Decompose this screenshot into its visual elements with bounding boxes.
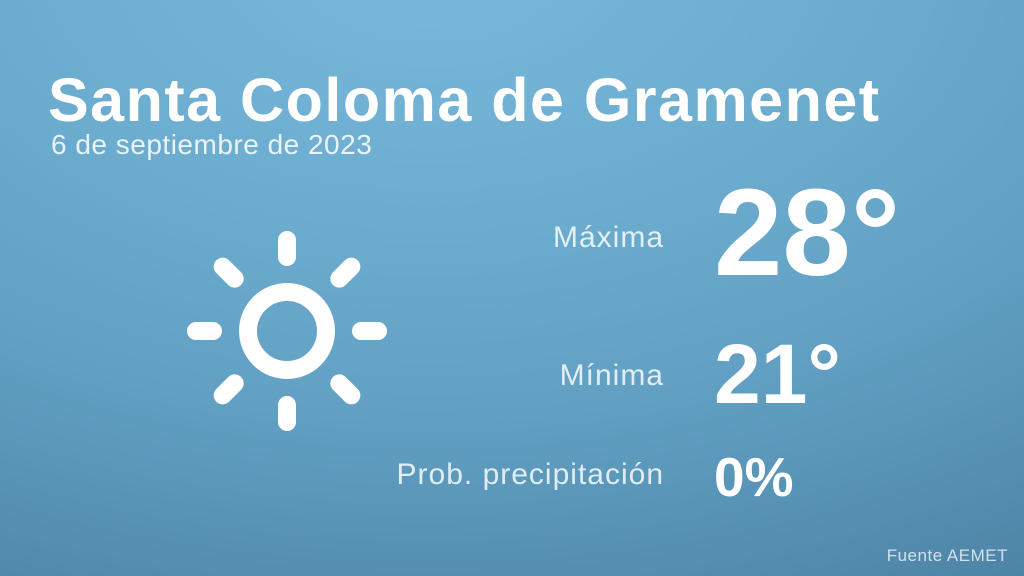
page-title: Santa Coloma de Gramenet bbox=[48, 66, 881, 134]
min-temp-value: 21° bbox=[714, 327, 842, 421]
date-label: 6 de septiembre de 2023 bbox=[51, 129, 373, 160]
precipitation-probability-label: Prob. precipitación bbox=[396, 458, 664, 491]
source-attribution: Fuente AEMET bbox=[886, 546, 1008, 565]
sun-icon bbox=[187, 231, 387, 431]
min-temp-label: Mínima bbox=[559, 359, 664, 392]
precipitation-probability-value: 0% bbox=[714, 446, 794, 508]
max-temp-label: Máxima bbox=[552, 221, 664, 254]
max-temp-value: 28° bbox=[714, 165, 901, 302]
